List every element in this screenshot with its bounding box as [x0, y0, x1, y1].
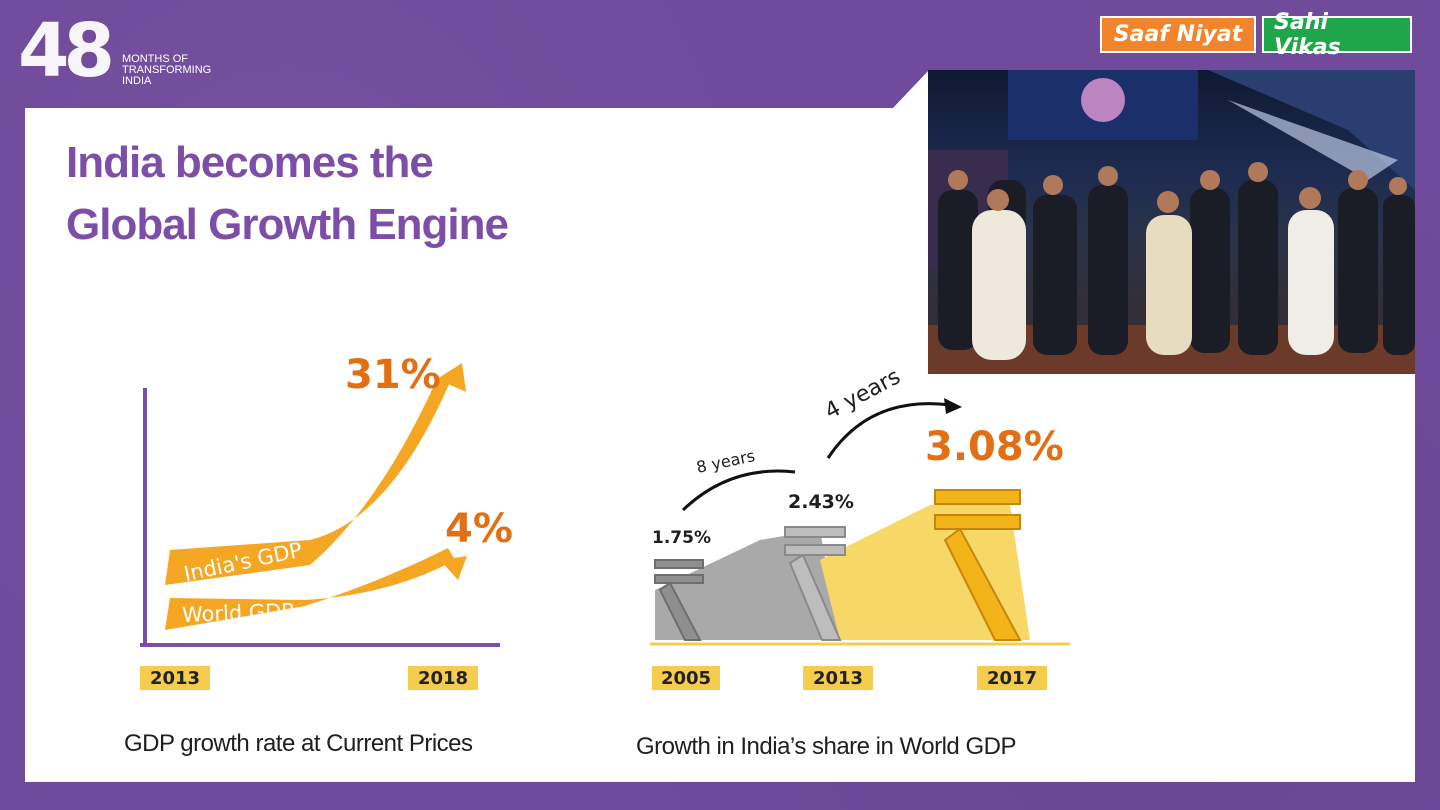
- arrow-8-years: [681, 469, 796, 512]
- gdp-year-start: 2013: [140, 666, 210, 690]
- india-gdp-value: 31%: [345, 352, 441, 398]
- share-year-2013: 2013: [803, 666, 873, 690]
- arrow-4-years: [826, 402, 951, 459]
- world-gdp-curve: [165, 548, 455, 630]
- rupee-icon-2013: [784, 526, 846, 641]
- india-gdp-curve: [165, 377, 450, 585]
- gdp-chart-caption: GDP growth rate at Current Prices: [124, 730, 473, 757]
- logo-48-months: 48 MONTHS OF TRANSFORMING INDIA: [18, 8, 258, 94]
- group-photo: [928, 70, 1415, 374]
- share-year-2017: 2017: [977, 666, 1047, 690]
- logo-number: 48: [18, 8, 115, 94]
- page-title: India becomes the Global Growth Engine: [66, 132, 509, 256]
- rupee-icon-2005: [654, 559, 704, 641]
- badge-saaf-niyat: Saaf Niyat: [1100, 16, 1256, 53]
- world-arrowhead: [440, 556, 467, 580]
- title-line-2: Global Growth Engine: [66, 200, 509, 249]
- title-line-1: India becomes the: [66, 138, 434, 187]
- logo-text: MONTHS OF TRANSFORMING INDIA: [122, 53, 212, 87]
- india-arrowhead: [437, 363, 466, 392]
- share-value-2017: 3.08%: [925, 424, 1064, 470]
- gdp-year-end: 2018: [408, 666, 478, 690]
- share-year-2005: 2005: [652, 666, 720, 690]
- share-chart-caption: Growth in India’s share in World GDP: [636, 733, 1016, 760]
- arrow-4-years-head: [944, 398, 962, 414]
- share-ramp-2005: [655, 530, 840, 640]
- rupee-icon-2017: [934, 489, 1022, 641]
- world-gdp-label: World GDP: [181, 599, 295, 627]
- world-gdp-value: 4%: [445, 506, 513, 552]
- share-value-2013: 2.43%: [788, 491, 854, 513]
- share-value-2005: 1.75%: [652, 528, 711, 548]
